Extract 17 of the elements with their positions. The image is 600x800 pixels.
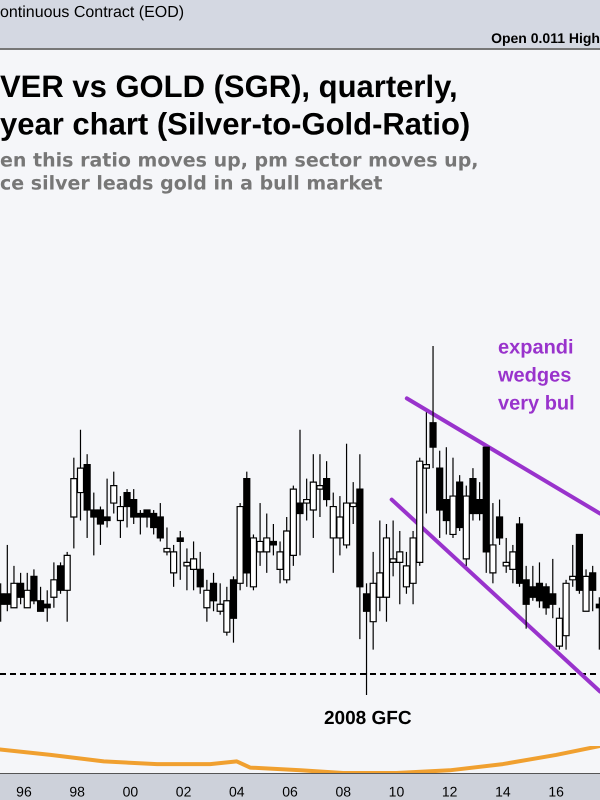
x-tick-label: 10 xyxy=(388,783,404,800)
x-tick-label: 16 xyxy=(548,783,564,800)
x-tick-label: 98 xyxy=(69,783,86,800)
text: Open 0.011 High xyxy=(491,30,600,46)
annotation: expandi wedges very bul xyxy=(497,336,575,415)
x-tick-label: 02 xyxy=(176,783,192,800)
x-tick-label: 04 xyxy=(229,783,245,800)
text: 2008 GFC xyxy=(324,708,412,730)
x-tick-label: 14 xyxy=(495,783,511,800)
text: ontinuous Contract (EOD) xyxy=(0,4,184,22)
chart-subtitle: en this ratio moves up, pm sector moves up, ce silver leads gold in a bull market xyxy=(0,150,479,195)
x-tick-label: 12 xyxy=(442,783,458,800)
x-tick-label: 96 xyxy=(16,783,32,800)
x-tick-label: 06 xyxy=(282,783,298,800)
x-tick-label: 08 xyxy=(335,783,352,800)
x-tick-label: 00 xyxy=(122,783,138,800)
chart-title: VER vs GOLD (SGR), quarterly, year chart (Silver-to-Gold-Ratio) xyxy=(0,69,470,142)
